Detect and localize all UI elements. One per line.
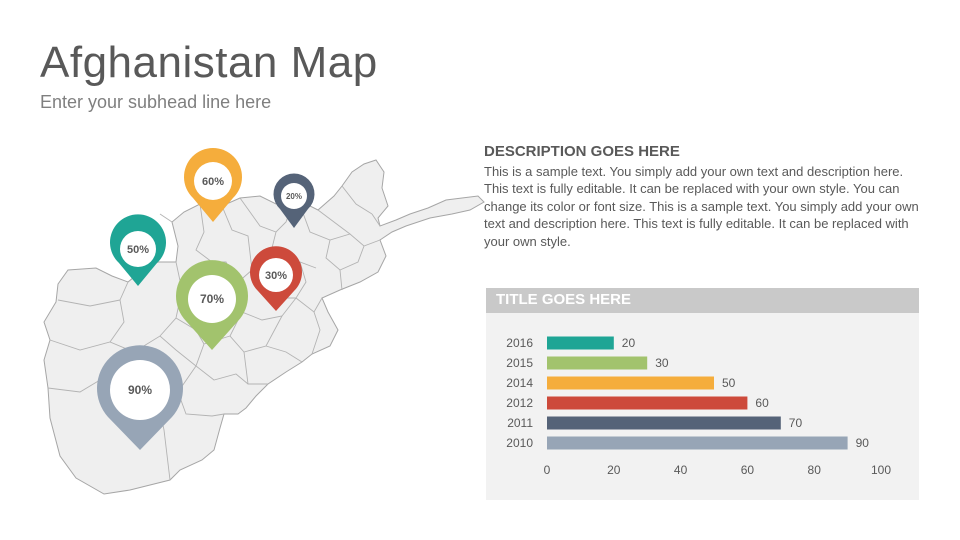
x-tick-label: 40 [674, 463, 688, 477]
pin-label-20: 20% [286, 192, 302, 201]
data-label: 90 [856, 436, 870, 450]
map-pin-20: 20% [273, 173, 315, 228]
x-tick-label: 60 [741, 463, 755, 477]
map-pin-60: 60% [184, 148, 243, 222]
category-label: 2010 [506, 436, 533, 450]
data-label: 30 [655, 356, 669, 370]
description-heading: DESCRIPTION GOES HERE [484, 143, 680, 160]
category-label: 2014 [506, 376, 533, 390]
x-tick-label: 0 [544, 463, 551, 477]
pin-label-60: 60% [202, 176, 224, 188]
x-tick-label: 80 [808, 463, 822, 477]
pin-label-50: 50% [127, 244, 149, 256]
map-pin-30: 30% [249, 246, 302, 311]
page-title: Afghanistan Map [40, 38, 378, 87]
category-label: 2016 [506, 336, 533, 350]
bar-2010 [547, 436, 848, 450]
map-pin-50: 50% [110, 214, 167, 286]
bar-2011 [547, 416, 781, 430]
data-label: 70 [789, 416, 803, 430]
chart-title: TITLE GOES HERE [496, 291, 632, 308]
category-label: 2011 [507, 416, 533, 430]
chart-panel [486, 288, 919, 500]
chart-title-bar [486, 288, 919, 313]
x-tick-label: 20 [607, 463, 621, 477]
page-subtitle: Enter your subhead line here [40, 92, 272, 112]
bar-2016 [547, 336, 614, 350]
x-tick-label: 100 [871, 463, 891, 477]
data-label: 60 [755, 396, 769, 410]
category-label: 2012 [506, 396, 533, 410]
bar-2012 [547, 396, 748, 410]
map-pin-90: 90% [97, 345, 184, 450]
pin-label-70: 70% [200, 292, 224, 306]
bar-2014 [547, 376, 714, 390]
data-label: 50 [722, 376, 736, 390]
category-label: 2015 [506, 356, 533, 370]
data-label: 20 [622, 336, 636, 350]
bar-2015 [547, 356, 648, 370]
map-pin-70: 70% [176, 260, 248, 350]
description-body: This is a sample text. You simply add yo… [484, 164, 919, 249]
pin-label-90: 90% [128, 383, 152, 397]
pin-label-30: 30% [265, 270, 287, 282]
